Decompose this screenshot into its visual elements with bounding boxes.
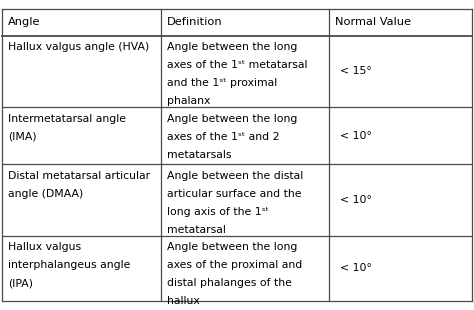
Text: Distal metatarsal articular: Distal metatarsal articular xyxy=(8,171,150,181)
Text: Normal Value: Normal Value xyxy=(335,17,411,28)
Text: Angle between the long: Angle between the long xyxy=(167,242,297,252)
Text: and the 1ˢᵗ proximal: and the 1ˢᵗ proximal xyxy=(167,78,277,88)
Text: (IPA): (IPA) xyxy=(8,278,33,288)
Text: (IMA): (IMA) xyxy=(8,132,36,142)
Text: interphalangeus angle: interphalangeus angle xyxy=(8,260,130,270)
Text: Hallux valgus angle (HVA): Hallux valgus angle (HVA) xyxy=(8,42,149,52)
Text: Hallux valgus: Hallux valgus xyxy=(8,242,81,252)
Text: < 10°: < 10° xyxy=(340,131,372,141)
Text: < 10°: < 10° xyxy=(340,263,372,273)
Text: axes of the 1ˢᵗ and 2: axes of the 1ˢᵗ and 2 xyxy=(167,132,279,142)
Text: articular surface and the: articular surface and the xyxy=(167,189,301,199)
Text: Definition: Definition xyxy=(167,17,222,28)
Text: < 10°: < 10° xyxy=(340,195,372,205)
Text: Angle between the long: Angle between the long xyxy=(167,42,297,52)
Text: axes of the proximal and: axes of the proximal and xyxy=(167,260,302,270)
Text: phalanx: phalanx xyxy=(167,96,210,106)
Text: < 15°: < 15° xyxy=(340,66,372,76)
Text: Angle between the distal: Angle between the distal xyxy=(167,171,303,181)
Text: long axis of the 1ˢᵗ: long axis of the 1ˢᵗ xyxy=(167,207,269,217)
Text: axes of the 1ˢᵗ metatarsal: axes of the 1ˢᵗ metatarsal xyxy=(167,60,307,70)
Text: metatarsal: metatarsal xyxy=(167,225,226,235)
Text: angle (DMAA): angle (DMAA) xyxy=(8,189,83,199)
Text: Angle: Angle xyxy=(8,17,41,28)
Text: hallux: hallux xyxy=(167,296,200,306)
Text: distal phalanges of the: distal phalanges of the xyxy=(167,278,292,288)
Text: Angle between the long: Angle between the long xyxy=(167,114,297,124)
Text: Intermetatarsal angle: Intermetatarsal angle xyxy=(8,114,126,124)
Text: metatarsals: metatarsals xyxy=(167,150,231,160)
